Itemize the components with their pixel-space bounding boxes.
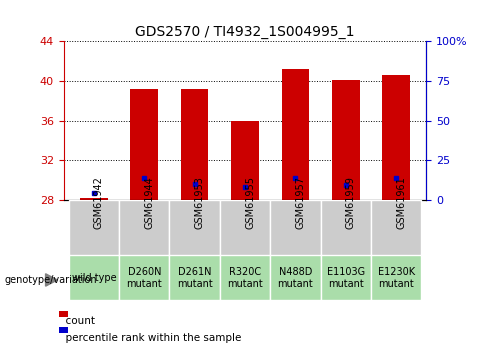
Text: D260N
mutant: D260N mutant [126, 267, 162, 288]
Text: genotype/variation: genotype/variation [5, 275, 98, 285]
Bar [320, 255, 371, 300]
Bar [220, 255, 270, 300]
Polygon shape [46, 274, 57, 286]
Bar [69, 255, 119, 300]
Text: GSM61942: GSM61942 [94, 176, 104, 229]
Bar [320, 200, 371, 255]
Bar [170, 200, 220, 255]
Text: E1103G
mutant: E1103G mutant [327, 267, 365, 288]
Title: GDS2570 / TI4932_1S004995_1: GDS2570 / TI4932_1S004995_1 [135, 25, 355, 39]
Bar [80, 198, 108, 200]
Bar [332, 80, 360, 200]
Text: count: count [59, 316, 95, 326]
Text: GSM61959: GSM61959 [346, 176, 356, 229]
Text: D261N
mutant: D261N mutant [177, 267, 213, 288]
Text: E1230K
mutant: E1230K mutant [377, 267, 415, 288]
Bar [59, 327, 68, 333]
Bar [382, 75, 410, 200]
Bar [119, 200, 170, 255]
Text: GSM61953: GSM61953 [195, 176, 205, 229]
Text: GSM61961: GSM61961 [396, 177, 406, 229]
Bar [371, 200, 421, 255]
Text: wild type: wild type [72, 273, 116, 283]
Text: GSM61944: GSM61944 [144, 177, 154, 229]
Bar [170, 255, 220, 300]
Bar [119, 255, 170, 300]
Bar [59, 311, 68, 317]
Bar [270, 200, 320, 255]
Bar [130, 89, 158, 200]
Text: N488D
mutant: N488D mutant [277, 267, 313, 288]
Bar [282, 69, 309, 200]
Bar [69, 200, 119, 255]
Bar [181, 89, 208, 200]
Text: GSM61955: GSM61955 [245, 176, 255, 229]
Text: R320C
mutant: R320C mutant [227, 267, 263, 288]
Bar [371, 255, 421, 300]
Text: percentile rank within the sample: percentile rank within the sample [59, 333, 241, 343]
Bar [231, 121, 259, 200]
Bar [220, 200, 270, 255]
Bar [270, 255, 320, 300]
Text: GSM61957: GSM61957 [295, 176, 305, 229]
